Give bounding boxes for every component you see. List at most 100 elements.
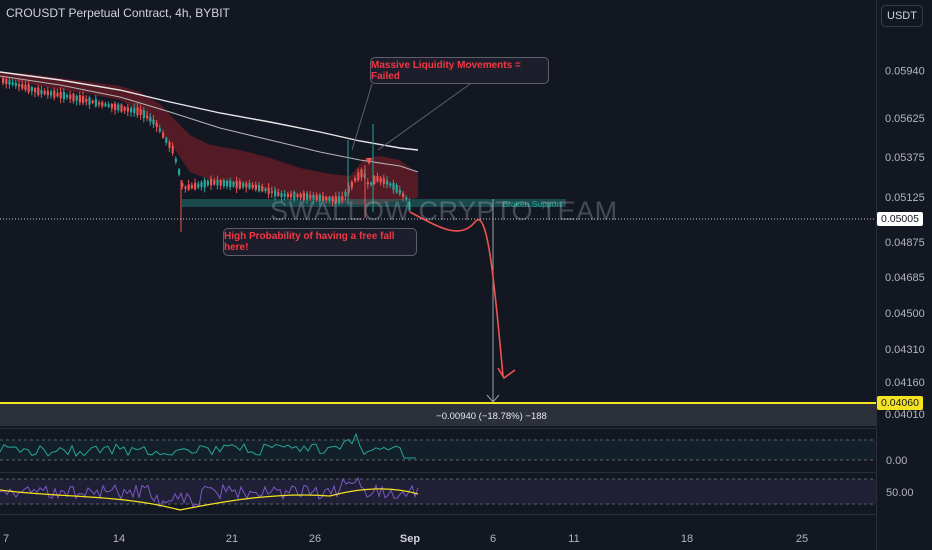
candle-body [56,92,59,97]
currency-button[interactable]: USDT [881,5,923,27]
candle-body [354,178,357,181]
panel-separator [0,472,876,473]
candle-body [341,196,344,201]
price-tick-label: 0.04875 [885,237,925,249]
time-tick-label: 18 [681,533,693,545]
candle-body [37,87,40,95]
freefall-note[interactable]: High Probability of having a free fall h… [223,228,417,256]
candle-body [322,195,325,201]
measure-label: −0.00940 (−18.78%) −188 [436,410,547,422]
candle-body [267,187,270,194]
candle-body [146,115,149,119]
candle-body [299,193,302,198]
osc1-line [0,432,416,459]
candle-body [82,96,85,103]
osc1-fill [0,440,876,460]
candle-body [78,95,81,103]
candle-body [107,104,110,107]
time-tick-label: 11 [568,533,579,545]
candle-body [59,91,62,99]
candle-body [392,183,395,190]
candle-body [350,181,353,188]
price-tick-label: 0.04500 [885,308,925,320]
candle-body [126,107,129,112]
candle-body [114,103,117,111]
candle-body [88,97,91,105]
candle-body [274,189,277,197]
candle-body [18,84,21,87]
candle-body [366,182,369,185]
candle-body [290,193,293,198]
candle-body [325,196,328,201]
candle-body [315,195,318,201]
candle-body [117,104,120,111]
current-price-tag: 0.05005 [877,212,923,226]
candle-body [46,90,49,96]
candle-body [216,179,219,186]
chart-title: CROUSDT Perpetual Contract, 4h, BYBIT [6,6,230,20]
candle-body [104,103,107,107]
candle-body [245,183,248,188]
candle-body [194,182,197,190]
price-tick-label: 0.04160 [885,377,925,389]
measure-arrowhead [486,394,500,403]
price-tick-label: 0.04010 [885,409,925,421]
broken-support-label: Broken Support [502,199,562,209]
panel-separator [0,428,876,429]
candle-body [197,183,200,188]
candle-body [229,180,232,188]
candle-body [277,192,280,196]
projection-arrowhead [497,367,516,380]
candle-body [130,107,133,113]
candle-body [376,175,379,182]
cloud-band [0,72,418,205]
candle-body [2,77,5,84]
price-tick-label: 0.04310 [885,344,925,356]
candle-body [50,91,53,96]
ema-gray-line [0,75,419,173]
candle-body [101,102,104,107]
candle-body [72,93,75,102]
candle-body [21,84,24,89]
candle-body [168,141,171,148]
target-price-tag: 0.04060 [877,396,923,410]
candle-body [344,191,347,197]
candle-body [238,181,241,189]
candle-body [8,80,11,85]
candle-body [200,182,203,188]
candle-body [34,88,37,93]
candle-body [190,184,193,189]
watermark: SWALLOW CRYPTO TEAM [270,196,618,226]
time-tick-label: 26 [309,533,321,545]
measure-zone [0,402,876,426]
candle-body [296,194,299,198]
candle-body [181,183,184,187]
candle-body [120,104,123,112]
time-tick-label: 14 [113,533,125,545]
candle-body [360,169,363,178]
candle-body [251,184,254,188]
candle-body [382,178,385,184]
candle-body [338,196,341,204]
osc2-line [0,476,419,508]
callout-line [351,83,373,151]
candle-body [219,180,222,186]
candle-body [258,185,261,192]
candle-body [270,190,273,193]
candle-body [158,128,161,132]
price-tick-label: 0.05375 [885,152,925,164]
candle-body [43,90,46,95]
candle-body [40,89,43,95]
candle-body [331,196,334,202]
candle-body [91,100,94,104]
price-tick-label: 0.05940 [885,66,925,78]
candle-body [155,122,158,128]
candle-body [206,180,209,186]
candle-body [152,119,155,125]
price-tick-label: 0.05125 [885,192,925,204]
candle-body [14,82,17,86]
candle-body [136,107,139,116]
candle-body [405,197,408,200]
liquidity-note[interactable]: Massive Liquidity Movements = Failed [370,57,549,84]
